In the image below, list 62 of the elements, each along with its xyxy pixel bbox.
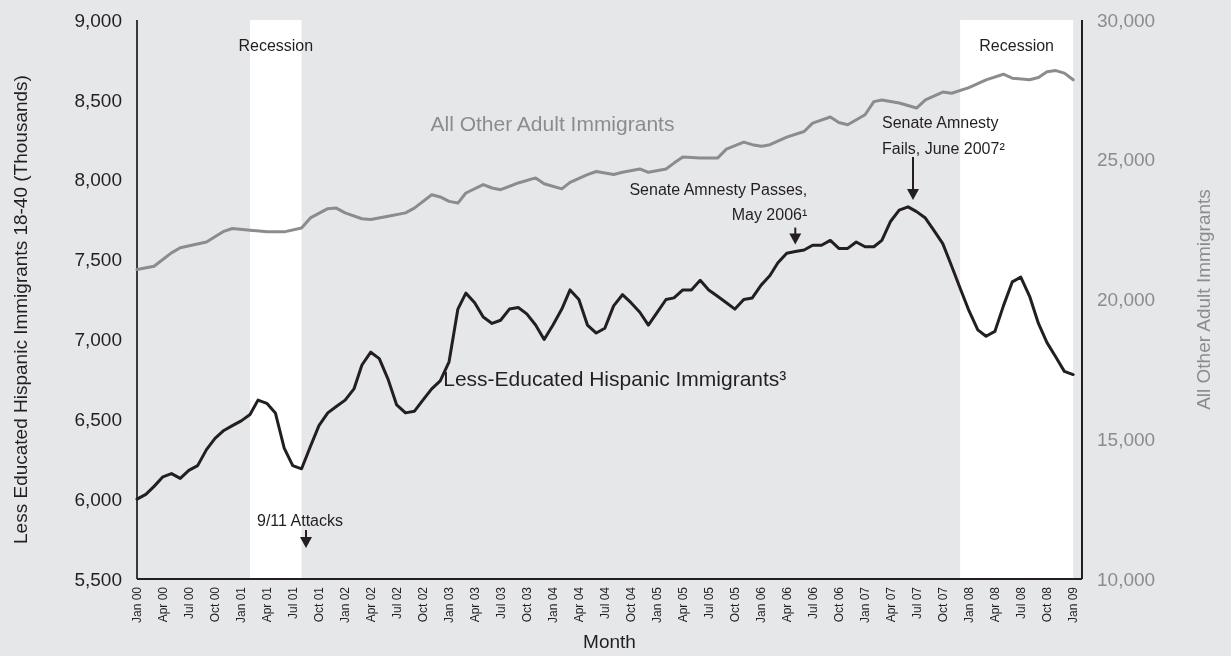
x-tick-label: Oct 04	[624, 586, 639, 623]
y-axis-title: Less Educated Hispanic Immigrants 18-40 (Thousands)	[10, 75, 31, 544]
y-tick-label: 8,000	[74, 169, 122, 191]
x-tick-label: Jul 02	[389, 586, 404, 620]
x-tick-label: Jul 07	[909, 586, 924, 620]
x-tick-label: Jan 00	[130, 586, 145, 624]
y2-tick-label: 30,000	[1097, 9, 1156, 31]
band-label: Recession	[979, 37, 1055, 54]
annotation: 9/11 Attacks	[257, 511, 343, 529]
y2-tick-label: 15,000	[1097, 428, 1156, 450]
x-tick-label: Oct 05	[728, 586, 743, 623]
line-series	[135, 69, 1075, 272]
x-tick-label: Oct 01	[312, 586, 327, 623]
y2-tick-label: 25,000	[1097, 149, 1156, 171]
x-tick-label: Jul 01	[285, 586, 300, 620]
y-tick-label: 6,500	[74, 408, 122, 430]
y2-axis-title: All Other Adult Immigrants	[1193, 189, 1214, 410]
x-tick-label: Jan 06	[754, 586, 769, 624]
x-tick-label: Jul 04	[598, 586, 612, 620]
x-tick-label: Apr 04	[572, 586, 587, 623]
series-label: Less-Educated Hispanic Immigrants³	[443, 367, 787, 391]
y-tick-label: 7,500	[74, 249, 122, 271]
x-tick-label: Jan 05	[650, 586, 665, 624]
y-tick-label: 9,000	[74, 9, 122, 31]
x-tick-label: Jan 08	[962, 586, 977, 624]
x-tick-label: Jan 01	[234, 586, 249, 624]
x-tick-label: Apr 08	[988, 586, 1003, 623]
band-label: Recession	[238, 37, 314, 54]
x-tick-label: Oct 07	[935, 586, 950, 623]
x-tick-label: Apr 03	[467, 586, 482, 623]
x-tick-label: Jan 09	[1066, 586, 1081, 624]
x-tick-label: Jul 08	[1013, 586, 1028, 620]
y-tick-label: 5,500	[74, 568, 122, 590]
x-tick-label: Jul 03	[493, 586, 508, 620]
x-tick-label: Apr 05	[676, 586, 691, 623]
y-tick-label: 6,000	[74, 488, 122, 510]
y-tick-label: 7,000	[74, 329, 122, 351]
line-series	[135, 205, 1075, 501]
x-tick-label: Jan 04	[546, 586, 561, 624]
annotation: Senate Amnesty Fails, June 2007²	[882, 113, 1006, 157]
x-tick-label: Jan 07	[858, 586, 873, 624]
y-tick-label: 8,500	[74, 89, 122, 111]
y2-tick-label: 20,000	[1097, 289, 1156, 310]
x-tick-label: Oct 03	[519, 586, 534, 623]
x-tick-label: Oct 02	[416, 586, 431, 623]
y2-tick-label: 10,000	[1097, 568, 1156, 590]
x-tick-label: Apr 02	[363, 586, 378, 623]
x-tick-label: Jul 06	[805, 586, 820, 620]
x-tick-label: Jul 05	[701, 586, 716, 620]
x-tick-label: Jan 03	[442, 586, 457, 624]
x-tick-label: Oct 08	[1040, 586, 1055, 623]
x-tick-label: Oct 00	[208, 586, 223, 623]
x-tick-label: Jan 02	[338, 586, 353, 624]
x-axis-title: Month	[583, 631, 636, 652]
x-tick-label: Apr 00	[156, 586, 171, 623]
annotation: Senate Amnesty Passes, May 2006¹	[629, 181, 808, 224]
x-tick-label: Apr 01	[260, 586, 275, 623]
x-tick-label: Oct 06	[832, 586, 847, 623]
x-tick-label: Jul 00	[182, 586, 197, 620]
series-label: All Other Adult Immigrants	[430, 112, 675, 136]
x-tick-label: Apr 06	[779, 586, 794, 623]
x-tick-label: Apr 07	[883, 586, 898, 623]
